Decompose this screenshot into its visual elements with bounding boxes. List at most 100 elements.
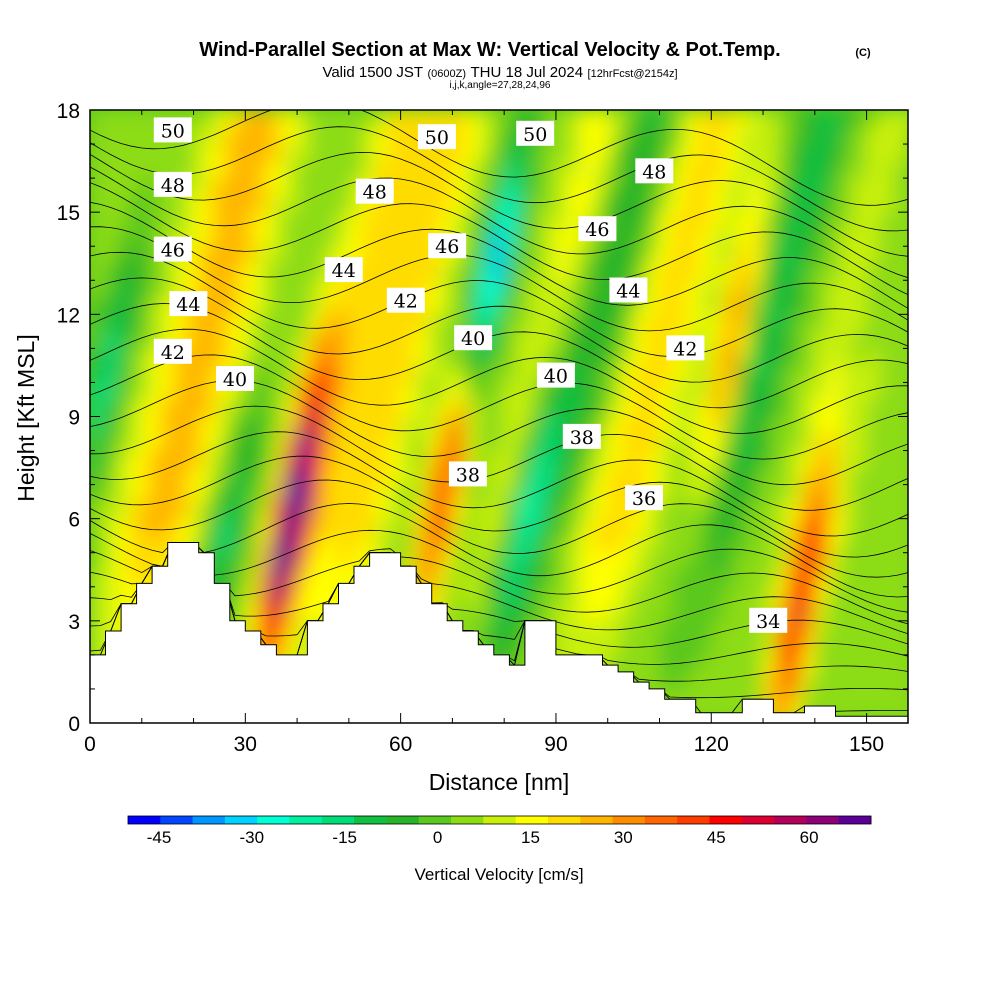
velocity-cell <box>607 467 622 486</box>
velocity-cell <box>491 263 505 281</box>
velocity-cell <box>504 365 518 383</box>
velocity-cell <box>853 501 868 520</box>
colorbar: -45 -30 -15 0 15 30 45 60 <box>127 815 872 847</box>
velocity-cell <box>387 110 402 128</box>
velocity-cell <box>154 399 169 418</box>
velocity-cell <box>594 246 609 264</box>
velocity-cell <box>801 637 816 656</box>
velocity-cell <box>853 382 868 400</box>
velocity-cell <box>258 535 272 554</box>
velocity-cell <box>530 501 544 520</box>
velocity-cell <box>892 450 906 469</box>
velocity-cell <box>258 331 272 349</box>
velocity-cell <box>646 212 661 230</box>
velocity-cell <box>387 382 402 400</box>
velocity-cell <box>193 365 207 383</box>
velocity-cell <box>879 297 893 315</box>
velocity-cell <box>827 484 842 503</box>
velocity-cell <box>543 467 557 486</box>
theta-contour-line <box>90 226 908 332</box>
velocity-cell <box>284 603 298 622</box>
velocity-cell <box>840 688 855 707</box>
velocity-cell <box>633 263 648 281</box>
y-tick-label: 15 <box>57 202 80 225</box>
velocity-cell <box>258 348 272 366</box>
velocity-cell <box>788 569 803 588</box>
velocity-cell <box>750 637 764 656</box>
velocity-cell <box>788 688 803 707</box>
velocity-cell <box>180 433 195 452</box>
velocity-cell <box>763 127 777 145</box>
velocity-cell <box>323 314 337 332</box>
colorbar-swatch <box>257 816 290 824</box>
velocity-cell <box>478 552 492 571</box>
theta-label: 34 <box>749 607 788 633</box>
velocity-cell <box>271 246 285 264</box>
velocity-cell <box>387 263 402 281</box>
velocity-cell <box>335 280 350 298</box>
velocity-cell <box>361 331 376 349</box>
velocity-cell <box>478 569 492 588</box>
velocity-cell <box>568 484 583 503</box>
velocity-cell <box>491 518 505 537</box>
velocity-cell <box>504 246 518 264</box>
velocity-cell <box>555 552 570 571</box>
velocity-cell <box>361 416 376 435</box>
velocity-cell <box>245 263 259 281</box>
velocity-cell <box>284 518 298 537</box>
velocity-cell <box>478 348 492 366</box>
velocity-cell <box>568 450 583 469</box>
velocity-cell <box>711 620 725 639</box>
velocity-cell <box>685 365 699 383</box>
velocity-cell <box>361 433 376 452</box>
velocity-cell <box>607 127 622 145</box>
velocity-cell <box>724 467 738 486</box>
velocity-cell <box>879 144 893 162</box>
velocity-cell <box>763 246 777 264</box>
velocity-cell <box>478 535 492 554</box>
velocity-cell <box>400 348 415 366</box>
ijk-note: i,j,k,angle=27,28,24,96 <box>450 80 551 91</box>
velocity-cell <box>193 195 207 213</box>
velocity-cell <box>271 535 285 554</box>
velocity-cell <box>581 263 596 281</box>
velocity-cell <box>374 535 389 554</box>
velocity-cell <box>750 586 764 605</box>
colorbar-swatch <box>192 816 226 824</box>
velocity-cell <box>348 229 363 247</box>
velocity-cell <box>724 399 738 418</box>
velocity-cell <box>776 365 790 383</box>
velocity-cell <box>115 263 130 281</box>
velocity-cell <box>620 229 635 247</box>
velocity-cell <box>763 399 777 418</box>
velocity-cell <box>905 178 908 196</box>
velocity-cell <box>685 450 699 469</box>
velocity-cell <box>672 603 686 622</box>
velocity-cell <box>685 586 699 605</box>
velocity-cell <box>581 569 596 588</box>
velocity-cell <box>750 229 764 247</box>
velocity-cell <box>724 382 738 400</box>
velocity-cell <box>180 195 195 213</box>
velocity-cell <box>892 569 906 588</box>
velocity-cell <box>465 518 479 537</box>
velocity-cell <box>672 110 686 128</box>
velocity-cell <box>763 501 777 520</box>
velocity-cell <box>387 127 402 145</box>
velocity-cell <box>361 399 376 418</box>
velocity-cell <box>245 280 259 298</box>
velocity-cell <box>361 467 376 486</box>
velocity-cell <box>258 518 272 537</box>
velocity-cell <box>232 484 246 503</box>
velocity-cell <box>258 263 272 281</box>
velocity-cell <box>840 348 855 366</box>
velocity-cell <box>594 569 609 588</box>
velocity-cell <box>219 501 233 520</box>
velocity-cell <box>685 654 699 673</box>
velocity-cell <box>426 212 440 230</box>
velocity-cell <box>776 484 790 503</box>
velocity-cell <box>154 450 169 469</box>
velocity-cell <box>633 110 648 128</box>
velocity-cell <box>284 433 298 452</box>
velocity-cell <box>426 382 440 400</box>
